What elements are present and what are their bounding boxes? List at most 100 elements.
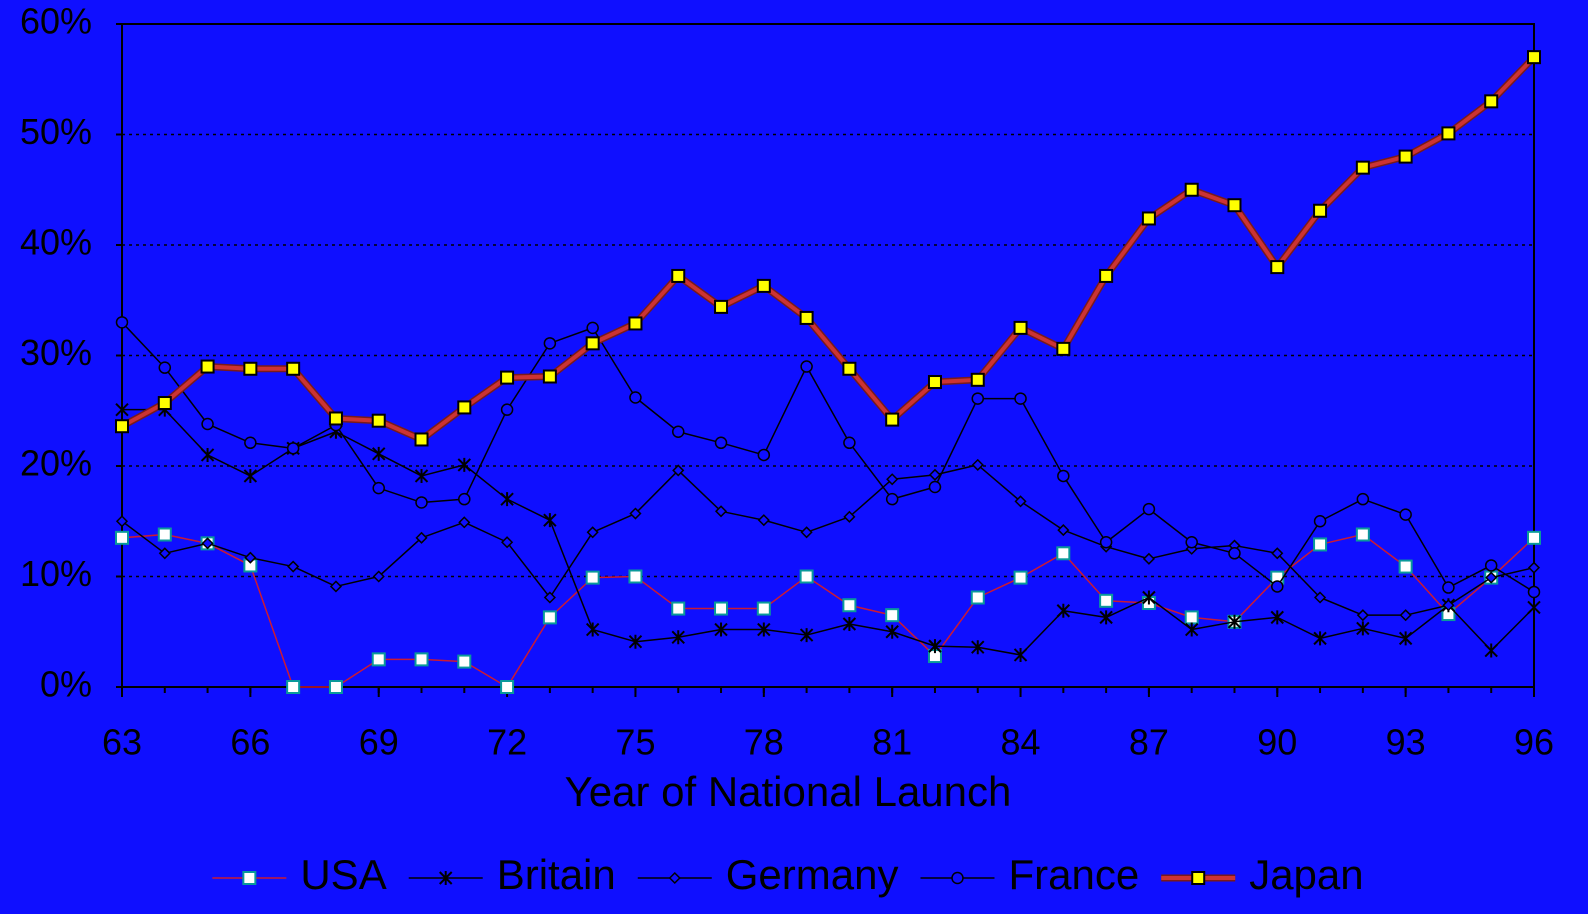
marker-square: [371, 413, 386, 428]
marker: [1271, 580, 1284, 593]
marker: [1099, 610, 1113, 625]
x-tick-label: 96: [1514, 722, 1554, 763]
marker-square: [115, 419, 129, 434]
legend-label: Britain: [497, 851, 616, 898]
y-tick-label: 0%: [40, 664, 92, 705]
marker-asterisk: [200, 447, 215, 462]
marker-asterisk: [1527, 600, 1541, 615]
series: [115, 316, 1541, 599]
marker: [1014, 495, 1027, 508]
marker: [1142, 590, 1156, 605]
marker: [244, 551, 257, 564]
marker: [542, 369, 557, 384]
marker-square: [1527, 50, 1541, 65]
marker-circle: [586, 321, 599, 335]
marker: [1398, 559, 1413, 574]
marker-square: [1398, 559, 1413, 574]
marker-asterisk: [842, 617, 857, 632]
legend-label: France: [1008, 851, 1139, 898]
marker-square: [414, 432, 429, 447]
marker: [1099, 535, 1113, 549]
marker-circle: [286, 442, 300, 455]
marker: [1527, 530, 1541, 545]
marker-diamond: [543, 591, 556, 604]
marker-circle: [1057, 469, 1070, 483]
marker-circle: [1271, 580, 1284, 593]
marker: [586, 321, 599, 335]
marker-diamond: [886, 473, 899, 486]
marker-square: [585, 336, 600, 351]
marker-asterisk: [885, 624, 899, 639]
marker-diamond: [1485, 571, 1498, 584]
marker: [671, 630, 685, 645]
marker: [1484, 643, 1498, 658]
series-line: [121, 464, 1535, 616]
marker-diamond: [415, 531, 428, 544]
marker-square: [457, 654, 472, 669]
marker: [415, 496, 428, 509]
marker: [585, 622, 600, 637]
marker: [842, 598, 857, 613]
marker-square: [927, 375, 942, 390]
y-tick-label: 60%: [20, 1, 92, 42]
marker-asterisk: [628, 634, 643, 649]
x-tick-label: 78: [744, 722, 784, 763]
marker: [628, 569, 643, 584]
marker-circle: [951, 871, 964, 885]
marker-diamond: [201, 537, 214, 550]
marker: [1228, 547, 1241, 560]
marker-square: [500, 680, 515, 694]
marker-diamond: [1356, 609, 1369, 622]
marker-asterisk: [714, 622, 728, 637]
marker: [458, 516, 471, 529]
marker-square: [1013, 320, 1028, 335]
series-line: [121, 55, 1536, 442]
marker-circle: [201, 417, 214, 431]
marker: [1356, 492, 1370, 506]
plot-frame: [121, 23, 1535, 688]
marker: [1527, 600, 1541, 615]
marker: [799, 628, 814, 643]
marker-asterisk: [1056, 603, 1071, 618]
marker-asterisk: [1356, 621, 1370, 636]
marker-square: [1355, 527, 1370, 542]
x-tick-label: 84: [1001, 722, 1041, 763]
marker-asterisk: [1484, 643, 1498, 658]
marker-circle: [843, 436, 856, 450]
marker: [885, 624, 899, 639]
marker-square: [1484, 94, 1499, 109]
marker: [799, 310, 814, 325]
marker: [1227, 198, 1242, 213]
marker: [243, 361, 258, 376]
marker-square: [457, 400, 472, 415]
marker-square: [500, 370, 515, 385]
marker-diamond: [928, 468, 942, 481]
series-line: [121, 533, 1535, 688]
marker: [671, 601, 686, 616]
marker-circle: [971, 392, 985, 405]
marker: [1399, 508, 1412, 521]
marker: [1355, 527, 1370, 542]
marker-diamond: [714, 505, 728, 518]
marker: [800, 360, 813, 373]
marker-diamond: [158, 547, 171, 560]
marker-asterisk: [457, 457, 472, 472]
marker-asterisk: [928, 639, 942, 654]
marker-square: [242, 871, 257, 885]
marker: [414, 468, 429, 483]
marker: [757, 622, 771, 637]
marker-square: [200, 359, 215, 374]
marker-circle: [458, 492, 471, 506]
marker: [1313, 537, 1328, 552]
marker: [628, 634, 643, 649]
marker: [201, 537, 214, 550]
marker-square: [714, 601, 729, 616]
marker: [757, 514, 770, 527]
marker: [158, 361, 172, 374]
marker: [543, 513, 557, 528]
marker: [1056, 546, 1071, 561]
marker-asterisk: [1313, 631, 1327, 646]
marker: [1313, 515, 1327, 528]
marker-square: [756, 601, 771, 616]
